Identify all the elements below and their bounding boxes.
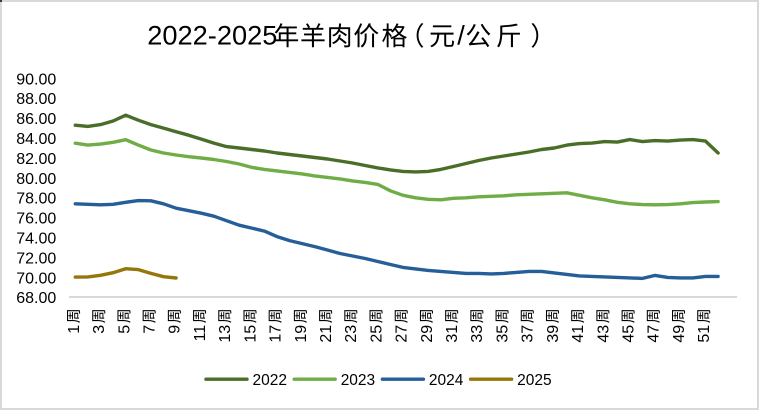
svg-text:/: / [457,20,465,51]
svg-text:2024: 2024 [429,372,464,389]
svg-text:78.00: 78.00 [16,191,56,208]
svg-text:45: 45 [620,325,637,343]
svg-text:17: 17 [268,325,285,343]
svg-text:76.00: 76.00 [16,211,56,228]
svg-text:19: 19 [293,325,310,343]
svg-text:25: 25 [368,325,385,343]
svg-text:2023: 2023 [341,372,375,389]
svg-text:21: 21 [318,325,335,343]
svg-text:3: 3 [91,325,108,334]
svg-text:15: 15 [242,325,259,343]
svg-text:74.00: 74.00 [16,231,56,248]
svg-text:5: 5 [116,325,133,334]
svg-text:80.00: 80.00 [16,171,56,188]
svg-text:68.00: 68.00 [16,290,56,307]
svg-text:51: 51 [696,325,713,343]
svg-text:88.00: 88.00 [16,91,56,108]
svg-text:47: 47 [646,325,663,343]
svg-text:2022-2025: 2022-2025 [147,20,277,51]
svg-text:82.00: 82.00 [16,151,56,168]
svg-text:90.00: 90.00 [16,71,56,88]
svg-text:41: 41 [570,325,587,343]
svg-text:86.00: 86.00 [16,111,56,128]
svg-text:7: 7 [142,325,159,334]
svg-text:35: 35 [494,325,511,343]
svg-text:2025: 2025 [517,372,551,389]
svg-text:23: 23 [343,325,360,343]
svg-text:37: 37 [520,325,537,343]
svg-text:27: 27 [394,325,411,343]
svg-text:31: 31 [444,325,461,343]
svg-text:1: 1 [66,325,83,334]
svg-text:72.00: 72.00 [16,250,56,267]
svg-text:70.00: 70.00 [16,270,56,287]
svg-text:84.00: 84.00 [16,131,56,148]
svg-text:33: 33 [469,325,486,343]
svg-text:39: 39 [545,325,562,343]
svg-text:9: 9 [167,325,184,334]
svg-text:49: 49 [671,325,688,343]
svg-text:43: 43 [595,325,612,343]
svg-text:2022: 2022 [253,372,287,389]
svg-text:11: 11 [192,325,209,342]
svg-text:13: 13 [217,325,234,343]
svg-text:29: 29 [419,325,436,343]
